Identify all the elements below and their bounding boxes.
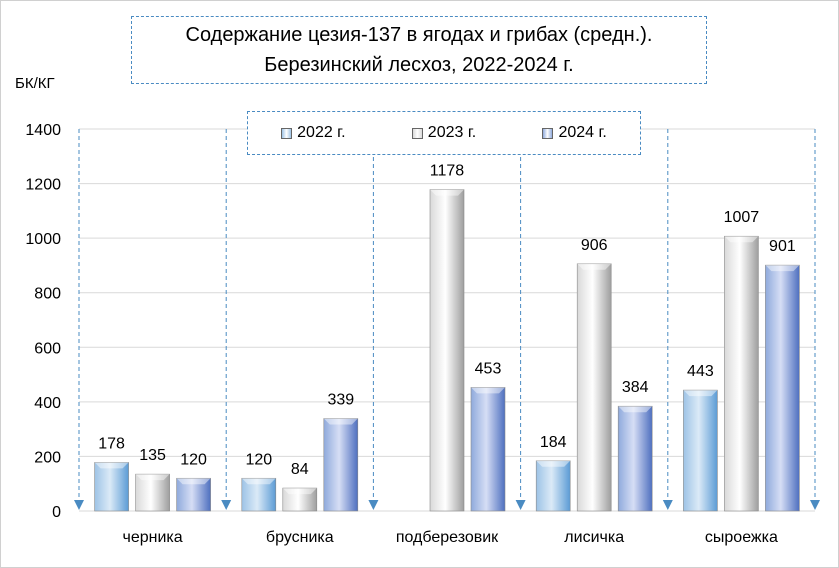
bar-bevel: [536, 460, 571, 467]
y-tick-label: 200: [34, 449, 61, 466]
bar: [241, 477, 277, 512]
x-tick-label: сыроежка: [705, 529, 778, 546]
data-label: 1178: [430, 163, 465, 180]
data-label: 178: [98, 435, 125, 452]
data-label: 906: [581, 237, 608, 254]
bar: [576, 263, 612, 512]
data-label: 453: [475, 360, 502, 377]
bar-bevel: [618, 406, 653, 413]
data-label: 120: [245, 451, 272, 468]
data-label: 84: [291, 461, 309, 478]
legend-label-2022: 2022 г.: [297, 124, 346, 141]
data-label: 184: [540, 434, 567, 451]
data-label: 443: [687, 363, 714, 380]
x-tick-label: лисичка: [564, 529, 624, 546]
bar: [323, 418, 359, 512]
bar-bevel: [430, 189, 464, 196]
legend: 2022 г. 2023 г. 2024 г.: [247, 111, 641, 155]
bar: [535, 460, 571, 512]
x-tick-label: брусника: [266, 529, 334, 546]
bar: [282, 487, 318, 512]
data-label: 135: [139, 447, 166, 464]
legend-item-2023: 2023 г.: [411, 124, 477, 142]
y-tick-label: 1400: [25, 122, 61, 139]
bar-bevel: [241, 478, 276, 485]
legend-label-2024: 2024 г.: [558, 124, 607, 141]
legend-swatch-2022: [281, 127, 293, 139]
data-label: 120: [180, 451, 207, 468]
data-label: 1007: [724, 209, 760, 226]
legend-item-2024: 2024 г.: [542, 124, 607, 142]
legend-swatch-2024: [542, 127, 554, 139]
divider-arrow-icon: [515, 500, 526, 510]
bar-bevel: [176, 478, 211, 485]
bar: [617, 405, 653, 512]
bar: [94, 462, 129, 512]
x-tick-label: черника: [123, 529, 183, 546]
y-tick-label: 0: [52, 504, 61, 521]
bar: [724, 235, 759, 512]
data-label: 384: [622, 379, 649, 396]
bar: [135, 473, 170, 512]
legend-item-2022: 2022 г.: [281, 124, 346, 142]
bar: [429, 189, 465, 512]
bar-bevel: [135, 474, 170, 481]
data-label: 339: [327, 392, 354, 409]
divider-arrow-icon: [368, 500, 379, 510]
y-tick-label: 600: [34, 340, 61, 357]
divider-arrow-icon: [221, 500, 232, 510]
y-axis-label: БК/КГ: [15, 75, 55, 92]
bar: [470, 387, 506, 512]
bar-bevel: [323, 418, 358, 425]
bar: [176, 477, 211, 512]
bar-bevel: [683, 390, 718, 397]
bar-bevel: [724, 236, 759, 243]
y-tick-label: 800: [34, 286, 61, 303]
divider-arrow-icon: [662, 500, 673, 510]
divider-arrow-icon: [810, 500, 820, 510]
bar-bevel: [471, 387, 505, 394]
bar-bevel: [94, 462, 129, 469]
x-tick-label: подберезовик: [396, 529, 499, 546]
y-tick-label: 1200: [25, 177, 61, 194]
bar-bevel: [765, 265, 800, 272]
chart-title: Содержание цезия-137 в ягодах и грибах (…: [185, 24, 653, 46]
legend-label-2023: 2023 г.: [427, 124, 477, 141]
bar-bevel: [282, 488, 317, 495]
bar: [765, 264, 800, 512]
legend-swatch-2023: [411, 127, 423, 139]
bar-bevel: [577, 263, 612, 270]
chart-subtitle: Березинский лесхоз, 2022-2024 г.: [264, 54, 574, 76]
bar: [683, 389, 718, 512]
y-tick-label: 400: [34, 395, 61, 412]
chart-title-box: Содержание цезия-137 в ягодах и грибах (…: [131, 16, 707, 84]
data-label: 901: [769, 238, 796, 255]
y-tick-label: 1000: [25, 231, 61, 248]
divider-arrow-icon: [74, 500, 84, 510]
